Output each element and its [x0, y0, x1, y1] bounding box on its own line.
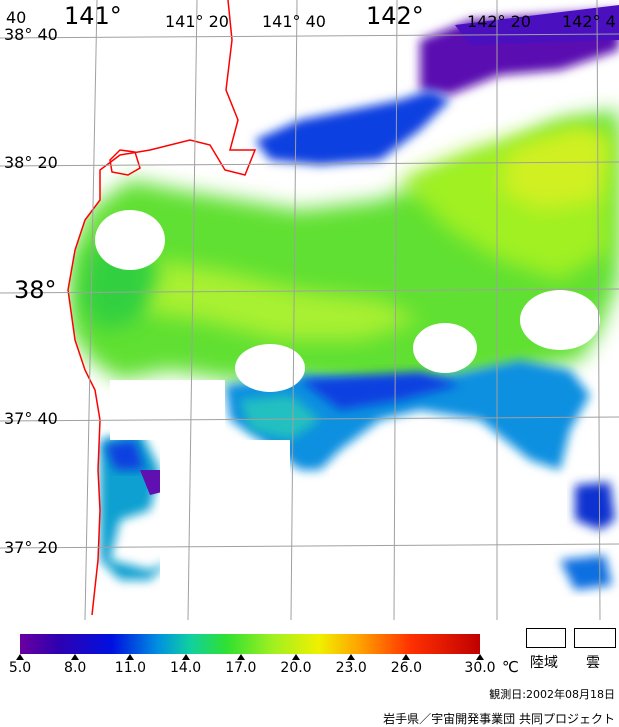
lat-label: 37° 40 — [4, 409, 58, 428]
colorbar-unit: ℃ — [502, 658, 519, 676]
lon-label: 142° 4 — [562, 12, 616, 31]
colorbar-tick-mark — [126, 654, 135, 660]
colorbar-tick-label: 23.0 — [335, 660, 367, 676]
colorbar-tick-mark — [347, 654, 356, 660]
colorbar-tick-label: 14.0 — [170, 660, 202, 676]
cloud-hole — [520, 290, 600, 350]
colorbar-tick-mark — [402, 654, 411, 660]
cloud-legend-label: 雲 — [586, 655, 600, 671]
colorbar-tick-label: 30.0 — [464, 660, 496, 676]
cloud-legend-swatch — [574, 628, 616, 648]
lon-label: 141° 20 — [165, 12, 229, 31]
colorbar-tick-label: 26.0 — [390, 660, 422, 676]
colorbar-tick-mark — [292, 654, 300, 660]
corner-label: 40 — [6, 8, 27, 27]
sst-map — [0, 0, 619, 620]
lon-label: 141° — [64, 2, 122, 30]
cloud-hole — [235, 344, 305, 392]
colorbar-tick-mark — [236, 654, 245, 660]
lat-label: 38° 40 — [4, 25, 58, 44]
colorbar-tick-mark — [476, 654, 484, 660]
lat-label: 37° 20 — [4, 538, 58, 557]
lon-label: 141° 40 — [262, 12, 326, 31]
temperature-colorbar — [20, 634, 480, 654]
sst-patch-east — [575, 482, 615, 530]
land-area — [0, 0, 255, 615]
colorbar-tick-label: 20.0 — [280, 660, 312, 676]
coastline-bay — [109, 149, 141, 176]
lat-label: 38° — [14, 276, 57, 304]
colorbar-tick-mark — [16, 654, 24, 660]
sst-field — [70, 5, 619, 610]
lon-label: 142° 20 — [467, 12, 531, 31]
colorbar-tick-mark — [181, 654, 190, 660]
lat-label: 38° 20 — [4, 153, 58, 172]
colorbar-tick-label: 5.0 — [8, 660, 32, 676]
sst-patch-blue-north — [255, 90, 450, 165]
observation-date: 観測日:2002年08月18日 — [489, 688, 615, 701]
cloud-hole — [413, 323, 477, 373]
colorbar-tick-label: 8.0 — [64, 660, 87, 676]
credit-line: 岩手県／宇宙開発事業団 共同プロジェクト — [383, 712, 615, 726]
lon-label: 142° — [366, 2, 424, 30]
cloud-hole — [95, 210, 165, 270]
colorbar-tick-mark — [71, 654, 80, 660]
land-legend-swatch — [526, 628, 566, 648]
colorbar-tick-label: 11.0 — [114, 660, 146, 676]
colorbar-tick-label: 17.0 — [225, 660, 257, 676]
land-legend-label: 陸域 — [530, 655, 558, 671]
graticule — [0, 0, 619, 620]
